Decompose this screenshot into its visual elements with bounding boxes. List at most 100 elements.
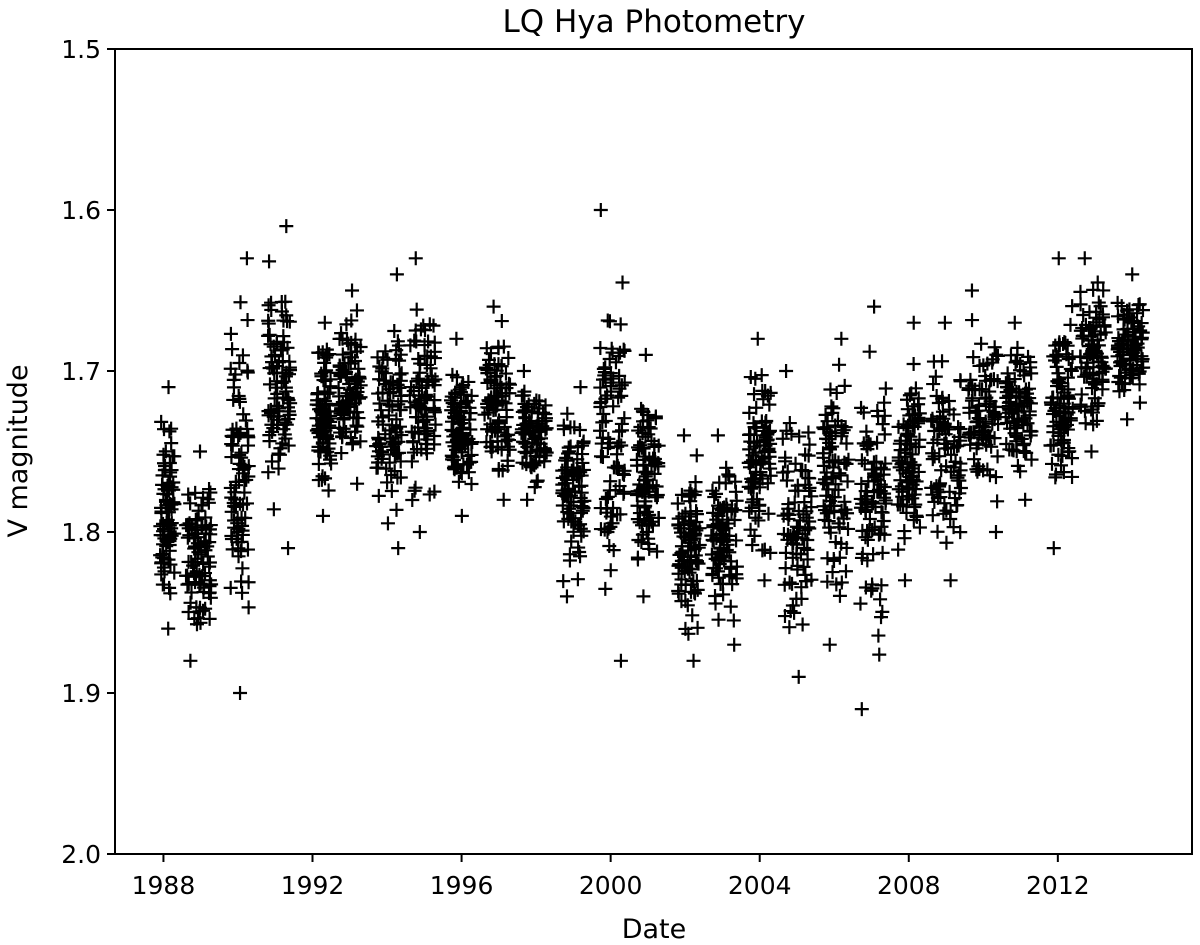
data-point (798, 464, 813, 479)
data-point (838, 420, 853, 435)
data-point (235, 585, 250, 600)
data-point (837, 378, 852, 393)
data-point (1084, 444, 1099, 459)
data-point (379, 461, 394, 476)
data-point (228, 499, 243, 514)
data-point (829, 577, 844, 592)
data-point (417, 391, 432, 406)
data-point (985, 352, 1000, 367)
data-point (832, 550, 847, 565)
data-point (610, 461, 625, 476)
data-point (234, 445, 249, 460)
data-point (562, 444, 577, 459)
data-point (155, 550, 170, 565)
data-point (982, 468, 997, 483)
data-point (223, 326, 238, 341)
data-point (1074, 387, 1089, 402)
data-point (709, 512, 724, 527)
data-point (743, 481, 758, 496)
data-point (935, 390, 950, 405)
data-point (571, 540, 586, 555)
data-point (834, 331, 849, 346)
data-point (1095, 307, 1110, 322)
data-point (630, 552, 645, 567)
data-point (204, 577, 219, 592)
data-point (818, 407, 833, 422)
data-point (674, 594, 689, 609)
data-point (614, 378, 629, 393)
data-point (603, 563, 618, 578)
data-point (758, 415, 773, 430)
data-point (1017, 436, 1032, 451)
data-point (950, 470, 965, 485)
data-point (593, 522, 608, 537)
data-point (1088, 345, 1103, 360)
data-point (726, 613, 741, 628)
data-point (1000, 416, 1015, 431)
data-point (225, 542, 240, 557)
data-point (779, 473, 794, 488)
data-point (317, 384, 332, 399)
data-point (612, 424, 627, 439)
data-point (598, 581, 613, 596)
data-point (405, 492, 420, 507)
data-point (225, 342, 240, 357)
data-point (892, 460, 907, 475)
data-point (414, 380, 429, 395)
data-point (236, 497, 251, 512)
data-point (939, 535, 954, 550)
data-point (1018, 492, 1033, 507)
data-point (604, 341, 619, 356)
data-point (240, 428, 255, 443)
data-point (925, 446, 940, 461)
data-point (903, 455, 918, 470)
data-point (1132, 297, 1147, 312)
data-point (1007, 414, 1022, 429)
data-point (376, 373, 391, 388)
data-point (276, 390, 291, 405)
data-point (841, 521, 856, 536)
data-point (820, 414, 835, 429)
data-point (728, 474, 743, 489)
data-point (608, 355, 623, 370)
data-point (820, 574, 835, 589)
data-point (240, 542, 255, 557)
data-point (166, 475, 181, 490)
data-point (630, 486, 645, 501)
data-point (711, 564, 726, 579)
data-point (946, 407, 961, 422)
data-point (761, 425, 776, 440)
data-point (389, 421, 404, 436)
data-point (1056, 396, 1071, 411)
data-point (792, 429, 807, 444)
data-point (271, 461, 286, 476)
data-point (349, 418, 364, 433)
data-point (480, 375, 495, 390)
data-point (1018, 411, 1033, 426)
data-point (1084, 402, 1099, 417)
data-point (853, 596, 868, 611)
data-point (562, 547, 577, 562)
data-point (1063, 317, 1078, 332)
data-point (164, 516, 179, 531)
data-point (678, 621, 693, 636)
x-tick-label: 1992 (281, 871, 345, 900)
data-point (464, 477, 479, 492)
data-point (689, 507, 704, 522)
data-point (781, 511, 796, 526)
data-point (605, 516, 620, 531)
data-point (392, 403, 407, 418)
data-point (1098, 361, 1113, 376)
data-point (839, 436, 854, 451)
data-point (832, 588, 847, 603)
data-point (483, 372, 498, 387)
data-point (868, 469, 883, 484)
data-point (791, 526, 806, 541)
data-point (952, 473, 967, 488)
data-point (563, 498, 578, 513)
data-point (456, 412, 471, 427)
data-point (157, 564, 172, 579)
data-point (445, 396, 460, 411)
data-point (1051, 251, 1066, 266)
data-point (317, 365, 332, 380)
